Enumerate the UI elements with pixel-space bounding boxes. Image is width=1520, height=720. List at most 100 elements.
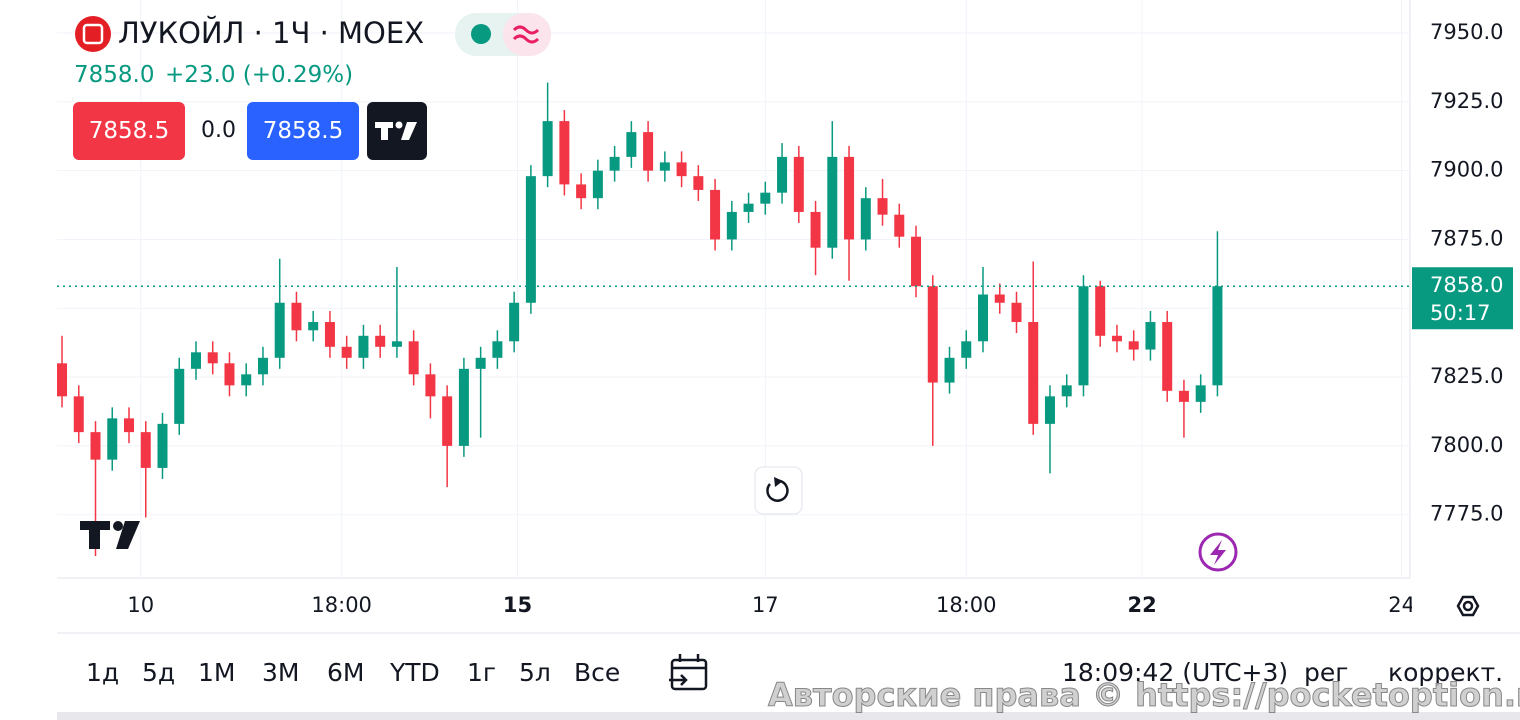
range-button[interactable]: YTD [390,658,440,687]
range-button[interactable]: 6М [327,658,365,687]
lightning-button[interactable] [1198,532,1238,572]
candle-body [559,121,570,185]
candle-body [308,322,319,331]
session[interactable]: рег [1304,658,1349,687]
range-button[interactable]: Все [574,658,621,687]
settings-button[interactable] [1456,595,1480,617]
candle-body [358,335,369,358]
x-tick-label: 22 [1127,593,1156,617]
candle-body [324,322,335,347]
candle-body [475,357,486,369]
candle-body [458,368,469,446]
candle-body [592,170,603,199]
candle-body [1095,286,1106,336]
range-button[interactable]: 5л [519,658,551,687]
watermark: Авторские права © https://pocketoption.r… [768,676,1520,715]
candle-body [743,203,754,212]
tv-icon [375,121,417,140]
y-tick-label: 7825.0 [1430,364,1503,388]
logo [75,16,111,52]
tv-button[interactable] [367,102,427,160]
candle-body [140,432,151,468]
candle-body [174,368,185,424]
calendar-button[interactable] [669,654,708,691]
candle-body [1145,322,1156,350]
candle-body [391,341,402,347]
candle-body [57,363,68,397]
candle-body [1044,396,1055,424]
range-button[interactable]: 1г [467,658,497,687]
left-margin [0,0,57,720]
candle-body [827,156,838,248]
candle-body [190,352,201,369]
candle-body [525,176,536,303]
candle-body [1178,390,1189,402]
candle-body [90,432,101,460]
range-button[interactable]: 1д [86,658,120,687]
y-tick-label: 7900.0 [1430,158,1503,182]
candle-body [659,162,670,171]
candle-body [274,302,285,358]
nav-bar [57,712,1520,720]
candle-body [676,162,687,177]
candle-body [793,156,804,212]
x-tick-label: 10 [127,593,154,617]
candle-body [911,236,922,287]
spread: 0.0 [201,118,236,143]
candle-body [860,198,871,240]
y-tick-label: 7800.0 [1430,433,1503,457]
candle-body [643,132,654,171]
x-axis: 10 18:00 15 17 18:00 22 24 [127,593,1415,617]
candle-body [492,341,503,358]
y-tick-label: 7925.0 [1430,89,1503,113]
reset-button[interactable] [754,466,803,515]
candle-body [241,374,252,386]
candle-body [693,176,704,190]
sell-button[interactable]: 7858.5 [73,102,185,160]
candle-body [961,341,972,358]
range-button[interactable]: 5д [142,658,176,687]
candle-body [1061,385,1072,397]
candle-body [1028,322,1039,424]
symbol-title: ЛУКОЙЛ · 1Ч · MOEX [118,16,425,50]
candle-body [1111,335,1122,342]
candle-body [760,192,771,204]
x-tick-label: 24 [1388,593,1415,617]
candle-body [1212,286,1223,386]
candle-body [844,156,855,240]
candle-body [207,352,218,364]
candle-body [726,211,737,240]
buy-button[interactable]: 7858.5 [247,102,359,160]
candle-body [107,418,118,460]
candle-body [124,418,135,433]
candle-body [73,396,84,433]
candle-body [894,214,905,237]
candle-body [576,184,587,199]
x-tick-label: 18:00 [311,593,372,617]
status-pill [455,13,551,56]
candle-body [224,363,235,386]
candle-body [777,156,788,193]
candle-body [425,374,436,397]
candle-body [442,396,453,446]
clock: 18:09:42 (UTC+3) [1062,658,1289,687]
candle-body [257,357,268,375]
last-price: 7858.0 [74,62,155,88]
y-tick-label: 7950.0 [1430,20,1503,44]
candle-body [927,286,938,383]
last-price-badge [1412,267,1513,330]
adjust[interactable]: коррект. [1388,658,1504,687]
candle-body [626,132,637,157]
candle-body [341,346,352,358]
x-tick-label: 18:00 [936,593,997,617]
range-button[interactable]: 1М [198,658,236,687]
last-price-label: 7858.0 [1430,273,1503,297]
y-tick-label: 7775.0 [1430,502,1503,526]
range-button[interactable]: 3М [262,658,300,687]
candle-body [1162,322,1173,391]
candle-body [1078,286,1089,386]
candle-body [408,341,419,375]
candle-body [291,302,302,331]
candle-body [1195,385,1206,402]
